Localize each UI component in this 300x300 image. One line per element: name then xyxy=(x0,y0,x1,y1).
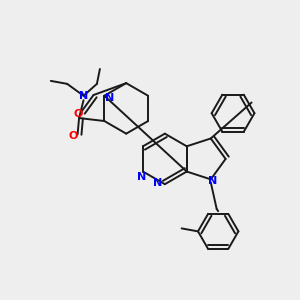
Text: N: N xyxy=(137,172,146,182)
Text: O: O xyxy=(74,109,83,119)
Text: N: N xyxy=(105,92,114,103)
Text: N: N xyxy=(153,178,162,188)
Text: N: N xyxy=(79,91,88,101)
Text: O: O xyxy=(68,131,77,141)
Text: N: N xyxy=(208,176,217,186)
